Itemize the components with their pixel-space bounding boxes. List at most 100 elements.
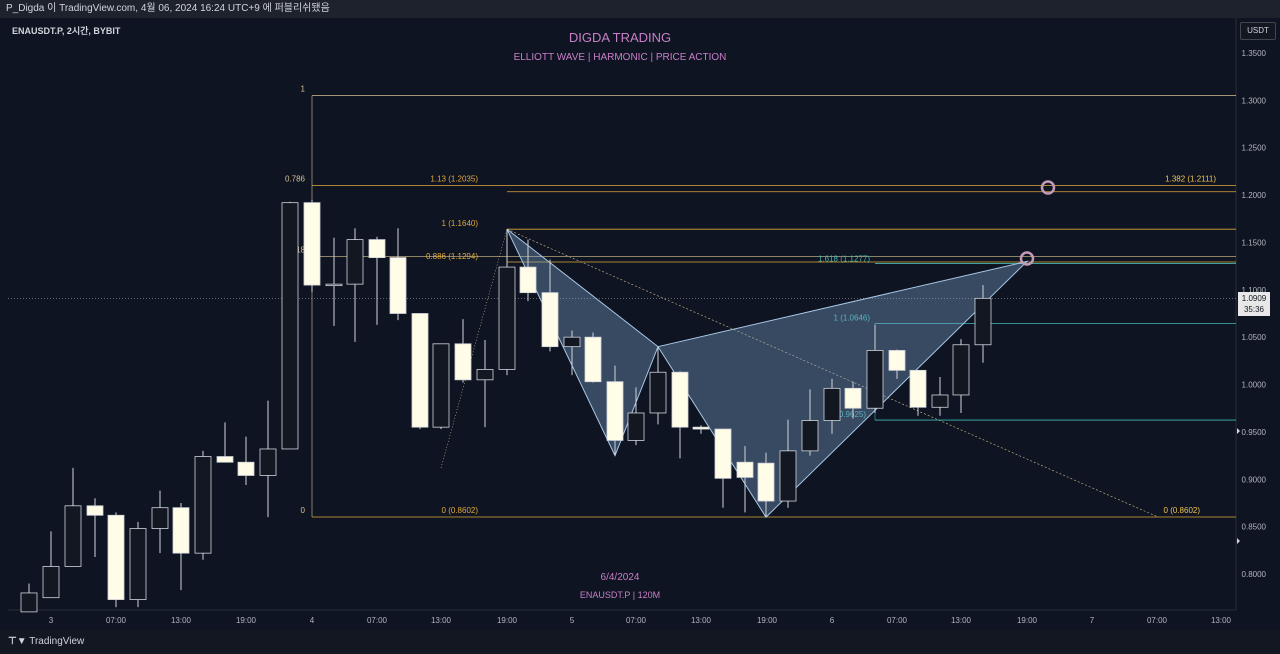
time-tick-label: 07:00 [106,616,127,625]
candle-body [649,371,667,414]
candle-body [519,266,537,294]
tradingview-logo[interactable]: ⊤▼ TradingView [8,636,84,647]
candle-body [584,336,602,383]
candle-body [866,350,884,409]
candle-body [194,456,212,554]
brand-text: TradingView [29,636,85,647]
candle-body [801,420,819,452]
currency-button[interactable]: USDT [1240,22,1276,40]
time-tick-label: 19:00 [236,616,257,625]
attribution-bar: P_Digda 이 TradingView.com, 4월 06, 2024 1… [0,0,1280,18]
fib-label-f0: 0 (0.8602) [442,506,479,515]
price-tick-label: 1.0000 [1242,381,1267,390]
time-tick-label: 19:00 [497,616,518,625]
time-tick-label: 4 [310,616,315,625]
time-tick-label: 07:00 [626,616,647,625]
candle-body [541,292,559,348]
time-tick-label: 19:00 [1017,616,1038,625]
candle-body [671,371,689,428]
price-tick-label: 0.8500 [1242,523,1267,532]
candle-body [476,368,494,381]
time-tick-label: 07:00 [1147,616,1168,625]
watermark-date: 6/4/2024 [600,572,640,583]
candle-body [779,450,797,502]
candle-body [714,428,732,479]
candle-body [325,283,343,287]
time-tick-label: 13:00 [171,616,192,625]
candle-body [823,387,841,421]
candle-body [389,257,407,314]
fib-label-0886: 0.886 (1.1294) [426,252,478,261]
price-tick-label: 1.2000 [1242,191,1267,200]
teal-label-1618: 1.618 (1.1277) [818,255,870,264]
candle-body [20,592,38,613]
candle-body [454,343,472,381]
fib-label-1: 1 [301,85,306,94]
watermark-title: DIGDA TRADING [568,30,672,45]
candle-body [368,239,386,259]
time-tick-label: 3 [49,616,54,625]
symbol-legend[interactable]: ENAUSDT.P, 2시간, BYBIT [12,26,121,36]
price-tick-label: 0.9000 [1242,475,1267,484]
fib-label-1382: 1.382 (1.2111) [1165,175,1216,184]
current-price: 1.0909 [1241,294,1267,303]
wave-connector-a [440,229,508,468]
time-tick-label: 19:00 [757,616,778,625]
candle-body [757,462,775,502]
price-tick-label: 1.1000 [1242,286,1267,295]
candle-body [281,202,299,450]
candle-body [888,350,906,371]
time-tick-label: 7 [1090,616,1095,625]
target-marker-upper [1040,180,1056,195]
bar-countdown: 35:36 [1243,305,1265,314]
candle-body [498,266,516,370]
axis-arrow-icon [1237,428,1240,434]
candle-body [606,381,624,441]
candle-body [42,566,60,599]
candle-body [692,426,710,430]
target-marker-lower [1019,251,1035,266]
price-tick-label: 1.0500 [1242,333,1267,342]
tradingview-logo-icon: ⊤▼ [8,636,27,647]
time-tick-label: 07:00 [887,616,908,625]
attribution-text: P_Digda 이 TradingView.com, 4월 06, 2024 1… [6,3,330,14]
candle-body [216,456,234,463]
fib-label-113: 1.13 (1.2035) [430,175,478,184]
candle-body [151,507,169,529]
fib-label-0786: 0.786 [285,175,306,184]
candle-body [627,412,645,441]
candle-body [64,505,82,567]
plot-area [8,18,1236,610]
watermark-subtitle: ELLIOTT WAVE | HARMONIC | PRICE ACTION [513,52,727,63]
footer-bar [0,630,1280,654]
time-tick-label: 5 [570,616,575,625]
watermark-symbol: ENAUSDT.P | 120M [579,590,661,600]
candle-body [909,369,927,408]
price-tick-label: 1.3000 [1242,96,1267,105]
time-tick-label: 13:00 [951,616,972,625]
fib-label-100: 1 (1.1640) [442,219,479,228]
candle-body [129,528,147,600]
current-price-tag: 1.0909 35:36 [1238,292,1270,316]
axis-arrow-icon [1237,538,1240,544]
candle-body [303,202,321,286]
candle-body [736,461,754,478]
candle-body [259,448,277,476]
time-tick-label: 07:00 [367,616,388,625]
teal-label-1: 1 (1.0646) [834,313,871,322]
candle-body [844,387,862,409]
fib-label-r0: 0 (0.8602) [1164,506,1201,515]
price-tick-label: 0.8000 [1242,570,1267,579]
candle-body [86,505,104,516]
candle-body [952,344,970,396]
candle-body [172,507,190,554]
candle-body [107,514,125,600]
price-tick-label: 0.9500 [1242,428,1267,437]
candle-body [432,343,450,428]
fib-label-0: 0 [301,506,306,515]
harmonic-triangle-bcd [657,260,1029,518]
candle-body [237,461,255,476]
candle-body [563,336,581,348]
candle-body [346,239,364,285]
